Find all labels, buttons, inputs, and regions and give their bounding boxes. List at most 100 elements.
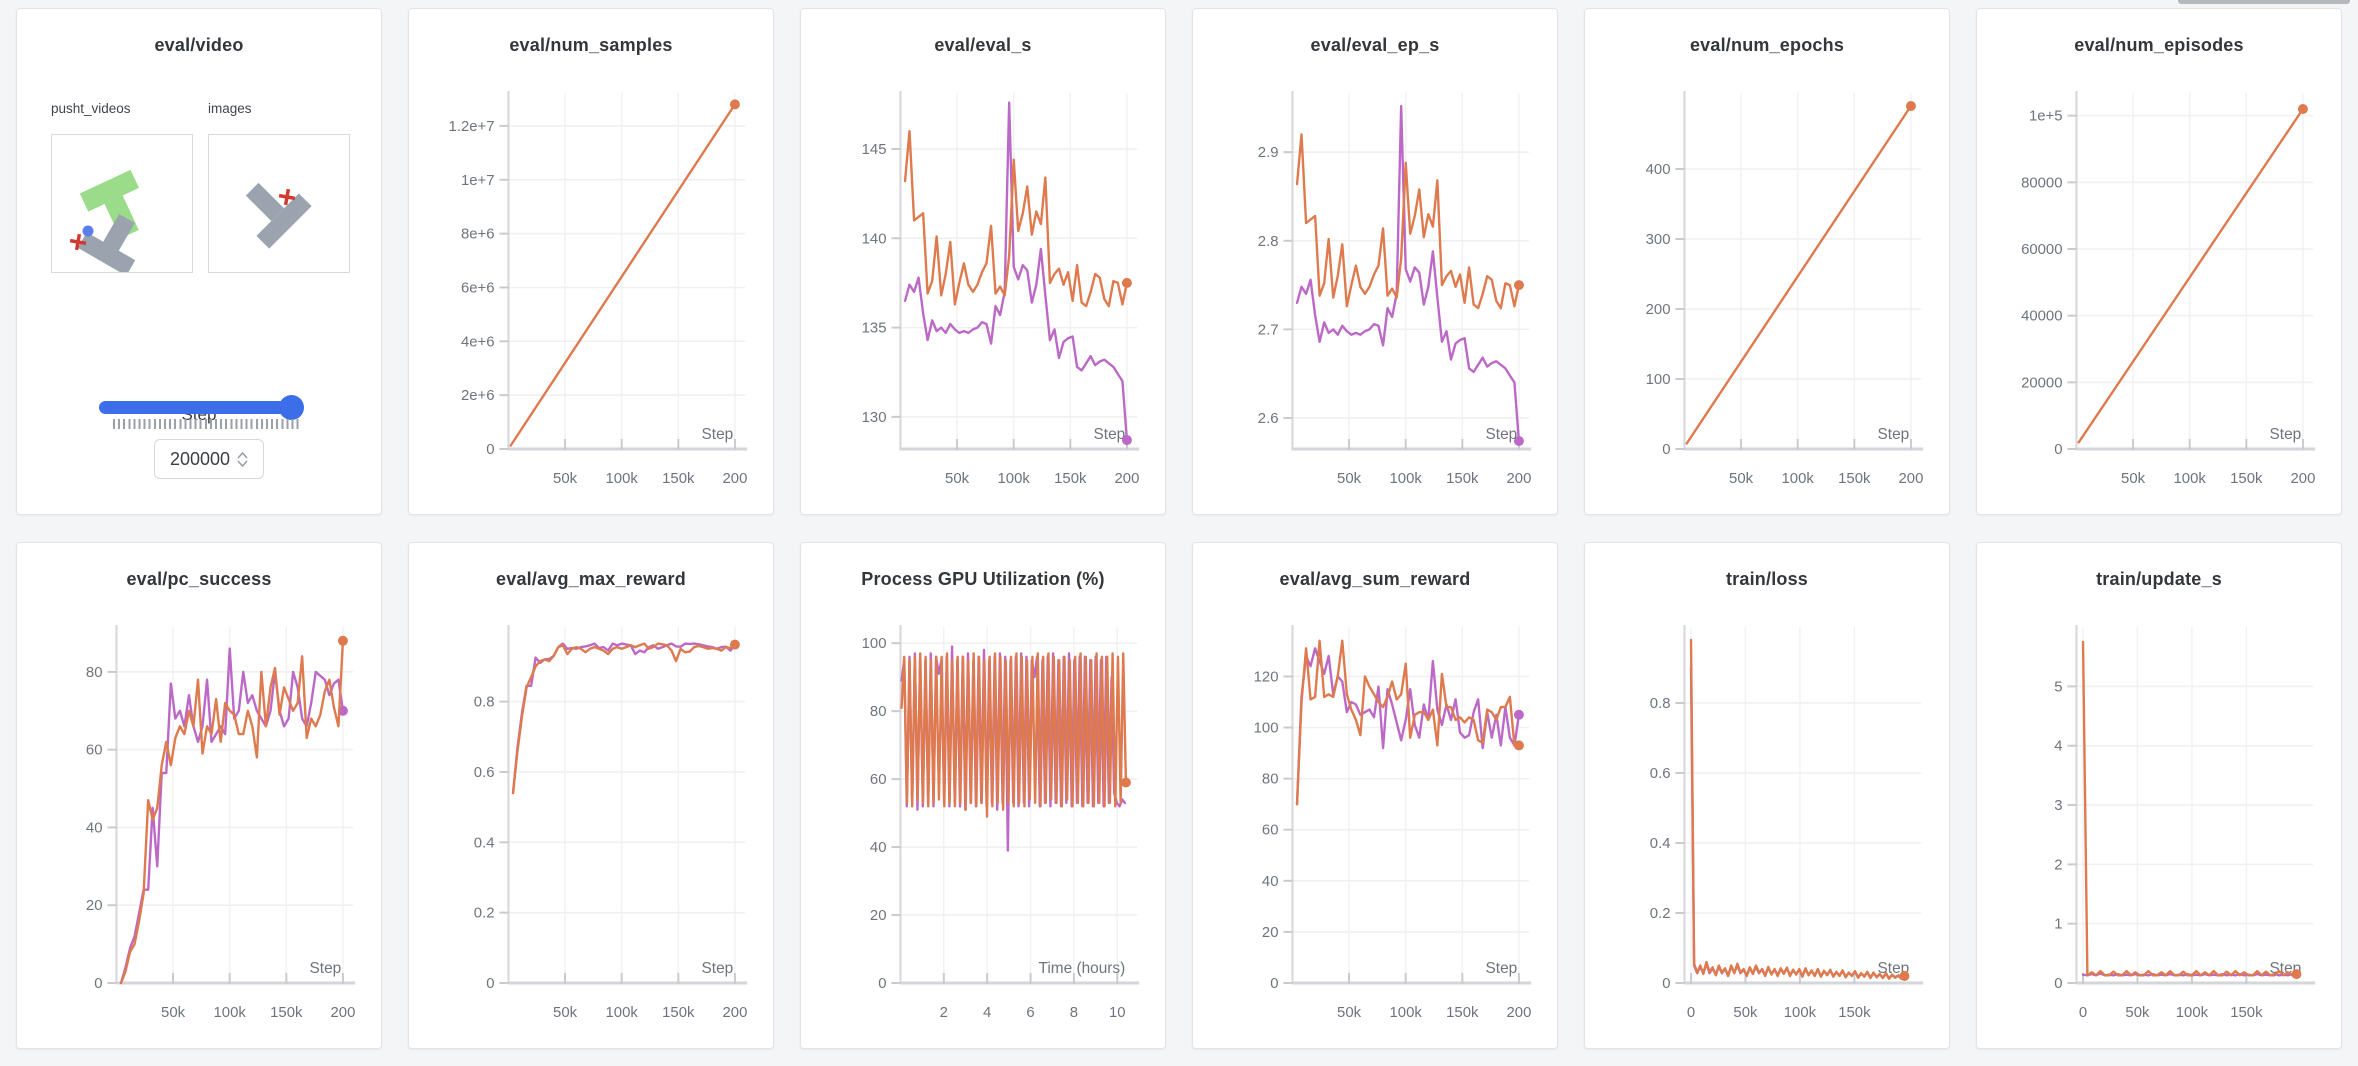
svg-text:2.7: 2.7 <box>1258 321 1279 338</box>
media-caption-images: images <box>208 101 252 116</box>
chart-canvas-eval-avg-max-reward[interactable]: 0 0.2 0.4 0.6 0.8 50k 100k 150k 200 Step <box>409 543 773 1048</box>
svg-text:0.4: 0.4 <box>474 834 495 851</box>
image-thumbnail[interactable] <box>208 134 350 273</box>
svg-text:4: 4 <box>2054 738 2062 755</box>
svg-text:100k: 100k <box>2176 1004 2209 1021</box>
panel-eval-eval-s[interactable]: eval/eval_s 130 135 140 145 50k 100k 150k 200 St… <box>800 8 1166 515</box>
chart-title: train/update_s <box>2096 569 2222 589</box>
panel-eval-avg-sum-reward[interactable]: eval/avg_sum_reward 0 20 40 60 80 100 120 50k 10… <box>1192 542 1558 1049</box>
svg-text:150k: 150k <box>1446 470 1479 487</box>
svg-text:50k: 50k <box>161 1004 186 1021</box>
svg-text:50k: 50k <box>1337 1004 1362 1021</box>
svg-text:100k: 100k <box>1390 470 1423 487</box>
svg-text:Time (hours): Time (hours) <box>1039 960 1126 977</box>
step-value-input[interactable]: 200000 <box>154 439 264 479</box>
chart-canvas-eval-num-epochs[interactable]: 0 100 200 300 400 50k 100k 150k 200 Step <box>1585 9 1949 514</box>
svg-text:300: 300 <box>1646 231 1671 248</box>
svg-text:60: 60 <box>870 771 887 788</box>
step-value: 200000 <box>169 448 231 469</box>
svg-text:0.8: 0.8 <box>1650 695 1671 712</box>
svg-text:50k: 50k <box>553 1004 578 1021</box>
chart-title: eval/avg_sum_reward <box>1279 569 1471 589</box>
svg-text:150k: 150k <box>1838 470 1871 487</box>
panel-eval-num-samples[interactable]: eval/num_samples 0 2e+6 4e+6 6e+6 8e+6 1e+7 1.… <box>408 8 774 515</box>
svg-text:100k: 100k <box>998 470 1031 487</box>
panel-eval-pc-success[interactable]: eval/pc_success 0 20 40 60 80 50k 100k 150k 200 S… <box>16 542 382 1049</box>
svg-text:100: 100 <box>862 635 887 652</box>
svg-text:0: 0 <box>878 975 886 992</box>
svg-text:150k: 150k <box>1838 1004 1871 1021</box>
chart-canvas-eval-num-episodes[interactable]: 0 20000 40000 60000 80000 1e+5 50k 100k 150k 200 S… <box>1977 9 2341 514</box>
svg-text:100k: 100k <box>1782 470 1815 487</box>
svg-text:200: 200 <box>330 1004 355 1021</box>
svg-text:150k: 150k <box>1446 1004 1479 1021</box>
panel-eval-num-episodes[interactable]: eval/num_episodes 0 20000 40000 60000 80000 1… <box>1976 8 2342 515</box>
chart-canvas-eval-num-samples[interactable]: 0 2e+6 4e+6 6e+6 8e+6 1e+7 1.2e+7 50k 100k 150k 20… <box>409 9 773 514</box>
svg-text:40: 40 <box>1262 873 1279 890</box>
chart-canvas-eval-eval-ep-s[interactable]: 2.6 2.7 2.8 2.9 50k 100k 150k 200 Step <box>1193 9 1557 514</box>
svg-text:150k: 150k <box>2230 1004 2263 1021</box>
chart-title: eval/eval_s <box>934 35 1032 55</box>
svg-text:Step: Step <box>702 960 734 977</box>
svg-text:200: 200 <box>2290 470 2315 487</box>
panel-train-loss[interactable]: train/loss 0 0.2 0.4 0.6 0.8 0 50k 100k 150k Step <box>1584 542 1950 1049</box>
svg-text:100k: 100k <box>606 1004 639 1021</box>
svg-text:200: 200 <box>1646 301 1671 318</box>
svg-text:3: 3 <box>2054 797 2062 814</box>
svg-text:Step: Step <box>1486 426 1518 443</box>
chart-title: eval/num_samples <box>509 35 673 55</box>
svg-text:2.8: 2.8 <box>1258 233 1279 250</box>
svg-text:50k: 50k <box>1733 1004 1758 1021</box>
svg-text:1.2e+7: 1.2e+7 <box>449 118 495 135</box>
panel-train-update-s[interactable]: train/update_s 0 1 2 3 4 5 0 50k 100k 150k Step <box>1976 542 2342 1049</box>
svg-text:50k: 50k <box>945 470 970 487</box>
svg-text:200: 200 <box>1114 470 1139 487</box>
svg-text:80000: 80000 <box>2021 174 2062 191</box>
media-caption-pusht-videos: pusht_videos <box>51 101 131 116</box>
panel-eval-video[interactable]: eval/video pusht_videos images <box>16 8 382 515</box>
svg-text:2e+6: 2e+6 <box>461 387 495 404</box>
svg-text:100k: 100k <box>2174 470 2207 487</box>
svg-text:100k: 100k <box>214 1004 247 1021</box>
panel-eval-avg-max-reward[interactable]: eval/avg_max_reward 0 0.2 0.4 0.6 0.8 50k 100k… <box>408 542 774 1049</box>
svg-text:40000: 40000 <box>2021 308 2062 325</box>
svg-text:60: 60 <box>1262 822 1279 839</box>
pusht-image-frame <box>245 182 312 249</box>
chart-canvas-eval-pc-success[interactable]: 0 20 40 60 80 50k 100k 150k 200 Step <box>17 543 381 1048</box>
svg-text:80: 80 <box>86 664 103 681</box>
svg-text:50k: 50k <box>553 470 578 487</box>
svg-text:0: 0 <box>486 441 494 458</box>
svg-text:0: 0 <box>94 975 102 992</box>
svg-text:20: 20 <box>1262 924 1279 941</box>
step-slider-ticks <box>113 419 301 429</box>
panel-eval-num-epochs[interactable]: eval/num_epochs 0 100 200 300 400 50k 100k 150k… <box>1584 8 1950 515</box>
svg-text:150k: 150k <box>2230 470 2263 487</box>
svg-text:Step: Step <box>2270 426 2302 443</box>
svg-text:Step: Step <box>702 426 734 443</box>
panel-title: eval/video <box>154 35 244 55</box>
svg-text:0: 0 <box>1270 975 1278 992</box>
panel-eval-eval-ep-s[interactable]: eval/eval_ep_s 2.6 2.7 2.8 2.9 50k 100k 150k 20… <box>1192 8 1558 515</box>
svg-text:20: 20 <box>870 907 887 924</box>
svg-text:60000: 60000 <box>2021 241 2062 258</box>
chart-canvas-process-gpu-utilization[interactable]: 0 20 40 60 80 100 2 4 6 8 10 Time (hours) <box>801 543 1165 1048</box>
chart-canvas-eval-avg-sum-reward[interactable]: 0 20 40 60 80 100 120 50k 100k 150k 200 Step <box>1193 543 1557 1048</box>
chart-canvas-eval-eval-s[interactable]: 130 135 140 145 50k 100k 150k 200 Step <box>801 9 1165 514</box>
stepper-arrows-icon[interactable] <box>237 451 248 467</box>
svg-text:0.2: 0.2 <box>1650 905 1671 922</box>
step-slider-track[interactable] <box>99 401 303 414</box>
svg-text:100: 100 <box>1646 371 1671 388</box>
svg-text:130: 130 <box>862 409 887 426</box>
svg-text:1e+7: 1e+7 <box>461 172 495 189</box>
step-slider-handle[interactable] <box>279 395 304 420</box>
svg-text:50k: 50k <box>2125 1004 2150 1021</box>
svg-text:100k: 100k <box>1784 1004 1817 1021</box>
panel-process-gpu-utilization[interactable]: Process GPU Utilization (%) 0 20 40 60 80 100… <box>800 542 1166 1049</box>
svg-text:0: 0 <box>2054 441 2062 458</box>
chart-title: eval/pc_success <box>126 569 272 589</box>
video-thumbnail-pusht[interactable] <box>51 134 193 276</box>
svg-text:80: 80 <box>870 703 887 720</box>
svg-text:Step: Step <box>1878 426 1910 443</box>
